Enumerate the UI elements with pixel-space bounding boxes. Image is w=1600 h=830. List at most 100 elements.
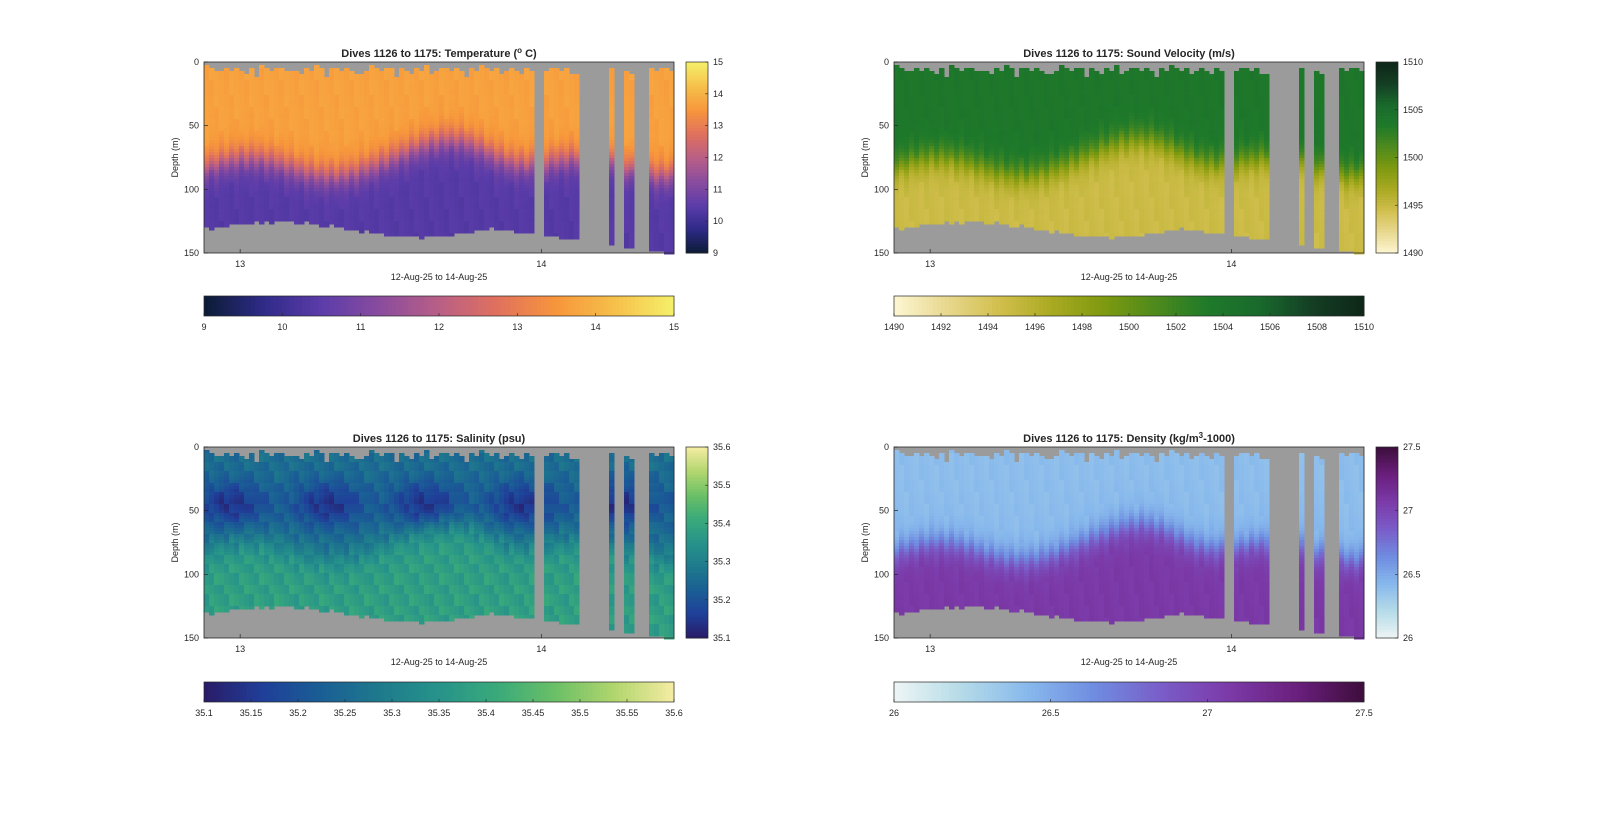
data-cell (609, 191, 615, 195)
data-cell (274, 113, 280, 117)
data-cell (249, 218, 255, 222)
data-cell (384, 182, 390, 186)
data-cell (309, 104, 315, 108)
data-cell (919, 221, 925, 225)
data-cell (344, 137, 350, 141)
data-cell (214, 158, 220, 162)
data-cell (394, 131, 400, 135)
colorbar-swatch (356, 296, 362, 316)
data-cell (364, 116, 370, 120)
data-cell (629, 101, 635, 105)
data-cell (219, 71, 225, 75)
data-cell (359, 179, 365, 183)
data-cell (259, 119, 265, 123)
data-cell (649, 71, 655, 75)
data-cell (484, 107, 490, 111)
data-cell (609, 134, 615, 138)
data-cell (329, 155, 335, 159)
data-cell (629, 230, 635, 234)
data-cell (224, 158, 230, 162)
data-cell (569, 107, 575, 111)
data-cell (214, 221, 220, 225)
data-cell (459, 215, 465, 219)
data-cell (289, 215, 295, 219)
data-cell (369, 137, 375, 141)
data-cell (659, 155, 665, 159)
data-cell (474, 143, 480, 147)
data-cell (224, 182, 230, 186)
data-cell (374, 215, 380, 219)
data-cell (629, 131, 635, 135)
data-cell (404, 95, 410, 99)
data-cell (409, 194, 415, 198)
data-cell (414, 233, 420, 237)
data-cell (464, 137, 470, 141)
data-cell (264, 95, 270, 99)
data-cell (664, 77, 670, 81)
data-cell (209, 188, 215, 192)
data-cell (899, 161, 905, 165)
data-cell (559, 98, 565, 102)
data-cell (329, 191, 335, 195)
data-cell (554, 71, 560, 75)
data-cell (904, 179, 910, 183)
data-cell (464, 119, 470, 123)
data-cell (559, 83, 565, 87)
data-cell (479, 188, 485, 192)
data-cell (544, 218, 550, 222)
data-cell (529, 176, 535, 180)
data-cell (334, 74, 340, 78)
data-cell (564, 203, 570, 207)
data-cell (654, 248, 660, 252)
data-cell (299, 113, 305, 117)
data-cell (384, 119, 390, 123)
data-cell (919, 212, 925, 216)
data-cell (464, 188, 470, 192)
data-cell (274, 110, 280, 114)
data-cell (919, 104, 925, 108)
data-cell (324, 155, 330, 159)
data-cell (369, 179, 375, 183)
data-cell (294, 137, 300, 141)
data-cell (439, 128, 445, 132)
data-cell (424, 128, 430, 132)
data-cell (469, 191, 475, 195)
data-cell (559, 218, 565, 222)
data-cell (654, 221, 660, 225)
colorbar-swatch (686, 62, 708, 66)
data-cell (894, 143, 900, 147)
data-cell (279, 116, 285, 120)
data-cell (464, 122, 470, 126)
data-cell (899, 83, 905, 87)
data-cell (244, 104, 250, 108)
data-cell (654, 194, 660, 198)
data-cell (339, 203, 345, 207)
data-cell (924, 218, 930, 222)
data-cell (649, 170, 655, 174)
data-cell (264, 137, 270, 141)
data-cell (384, 140, 390, 144)
data-cell (249, 83, 255, 87)
data-cell (914, 110, 920, 114)
data-cell (289, 98, 295, 102)
data-cell (324, 194, 330, 198)
data-cell (659, 128, 665, 132)
data-cell (254, 107, 260, 111)
data-cell (454, 89, 460, 93)
data-cell (509, 92, 515, 96)
data-cell (314, 86, 320, 90)
data-cell (229, 119, 235, 123)
data-cell (414, 77, 420, 81)
colorbar-swatch (372, 296, 377, 316)
data-cell (569, 203, 575, 207)
data-cell (899, 224, 905, 228)
data-cell (264, 125, 270, 129)
data-cell (334, 137, 340, 141)
data-cell (394, 230, 400, 234)
data-cell (544, 170, 550, 174)
data-cell (524, 209, 530, 213)
data-cell (414, 155, 420, 159)
data-cell (304, 68, 310, 72)
data-cell (239, 152, 245, 156)
data-cell (474, 176, 480, 180)
